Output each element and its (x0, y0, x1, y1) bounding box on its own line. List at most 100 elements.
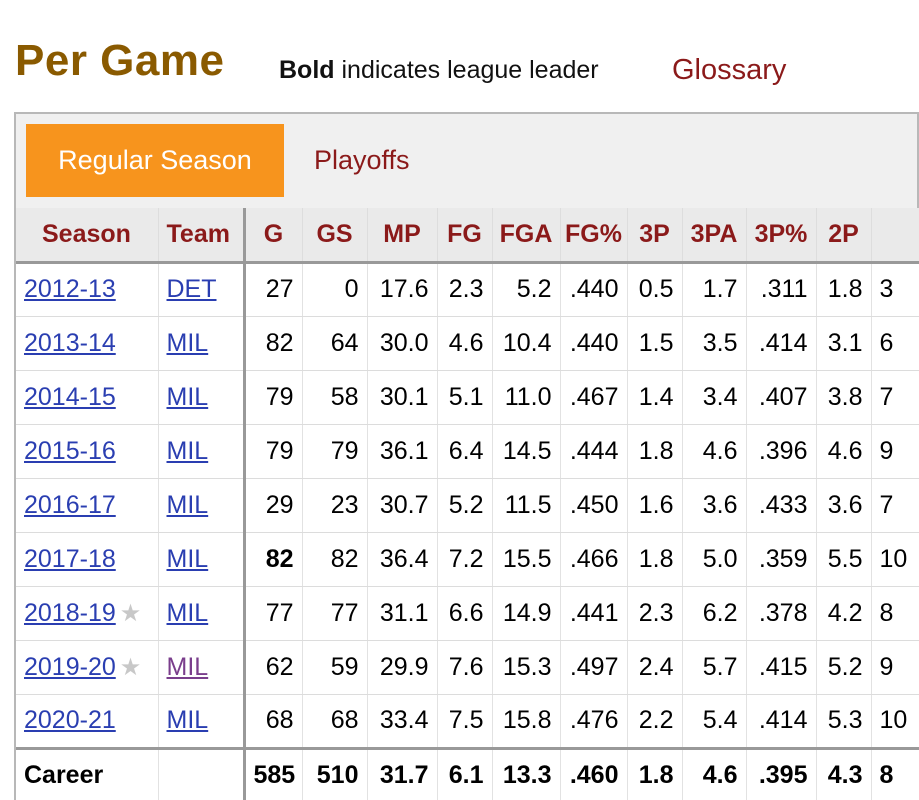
column-header-fg[interactable]: FG (437, 208, 493, 264)
stat-cell-tpa: 5.0 (682, 532, 747, 587)
column-header-3p-pct[interactable]: 3P% (746, 208, 817, 264)
season-link[interactable]: 2015-16 (24, 436, 116, 465)
stat-cell-g: 62 (244, 640, 303, 695)
team-cell: DET (158, 262, 246, 317)
team-cell: MIL (158, 586, 246, 641)
tab-regular-season[interactable]: Regular Season (26, 124, 284, 197)
note-bold-word: Bold (279, 56, 335, 84)
tab-playoffs[interactable]: Playoffs (314, 145, 410, 175)
team-link[interactable]: MIL (166, 544, 209, 573)
stat-cell-g: 68 (244, 694, 303, 749)
stat-cell-gs: 77 (302, 586, 368, 641)
stat-cell-mp: 36.4 (367, 532, 438, 587)
stat-cell-tpp: .396 (746, 424, 817, 479)
stat-cell-tp: 1.8 (627, 424, 683, 479)
note-text: indicates league leader (334, 56, 599, 84)
stat-cell-fga: 15.5 (492, 532, 561, 587)
stat-cell-twop: 3.8 (816, 370, 872, 425)
stat-cell-twopa: 7 (871, 478, 919, 533)
stat-cell-fgp: .440 (560, 262, 628, 317)
team-link[interactable]: MIL (166, 490, 209, 519)
stat-cell-fg: 2.3 (437, 262, 493, 317)
stat-cell-gs: 68 (302, 694, 368, 749)
stat-cell-fga: 15.3 (492, 640, 561, 695)
stat-cell-gs: 0 (302, 262, 368, 317)
career-totals-row: Career 585 510 31.7 6.1 13.3.460 1.8 4.6.395 4.3… (16, 746, 919, 800)
column-header-2p[interactable]: 2P (871, 208, 919, 264)
team-link[interactable]: MIL (166, 598, 209, 627)
season-cell: 2015-16 (16, 424, 159, 479)
team-link[interactable]: MIL (166, 436, 209, 465)
stat-cell-tpp: .414 (746, 316, 817, 371)
stat-cell-twop: 5.2 (816, 640, 872, 695)
season-cell: 2017-18 (16, 532, 159, 587)
stat-cell-twop: 4.6 (816, 424, 872, 479)
stat-cell-g: 82 (244, 532, 303, 587)
career-stat-fgp: .460 (560, 746, 628, 800)
stat-cell-tp: 1.4 (627, 370, 683, 425)
team-cell: MIL (158, 370, 246, 425)
table-row: 2017-18 MIL 82 82 36.4 7.2 15.5.466 1.8 5.0.359 5… (16, 532, 919, 587)
stat-cell-tpa: 6.2 (682, 586, 747, 641)
team-link[interactable]: DET (166, 275, 217, 303)
stat-cell-fgp: .497 (560, 640, 628, 695)
stat-cell-tpp: .415 (746, 640, 817, 695)
column-header-2p[interactable]: 2P (816, 208, 872, 264)
column-header-season[interactable]: Season (16, 208, 159, 264)
column-header-3p[interactable]: 3P (627, 208, 683, 264)
table-row: 2012-13 DET 27 0 17.6 2.3 5.2.440 0.5 1.7.311 1.8… (16, 262, 919, 317)
stat-cell-mp: 36.1 (367, 424, 438, 479)
season-cell: 2019-20 ★ (16, 640, 159, 695)
team-link[interactable]: MIL (166, 328, 209, 357)
stat-cell-fgp: .467 (560, 370, 628, 425)
stat-cell-mp: 31.1 (367, 586, 438, 641)
stat-cell-tpa: 3.4 (682, 370, 747, 425)
stat-cell-tpa: 5.4 (682, 694, 747, 749)
stat-cell-tpp: .378 (746, 586, 817, 641)
stat-cell-fga: 11.5 (492, 478, 561, 533)
stat-cell-tpa: 1.7 (682, 262, 747, 317)
stat-cell-fg: 7.6 (437, 640, 493, 695)
season-cell: 2016-17 (16, 478, 159, 533)
column-header-gs[interactable]: GS (302, 208, 368, 264)
stat-cell-fg: 5.1 (437, 370, 493, 425)
stat-cell-tp: 2.4 (627, 640, 683, 695)
stat-cell-fgp: .466 (560, 532, 628, 587)
column-header-mp[interactable]: MP (367, 208, 438, 264)
team-cell: MIL (158, 424, 246, 479)
column-header-fg-pct[interactable]: FG% (560, 208, 628, 264)
stat-cell-tpp: .414 (746, 694, 817, 749)
season-link[interactable]: 2017-18 (24, 544, 116, 573)
column-header-fga[interactable]: FGA (492, 208, 561, 264)
season-link[interactable]: 2013-14 (24, 328, 116, 357)
season-link[interactable]: 2019-20 (24, 652, 116, 681)
stat-cell-g: 79 (244, 424, 303, 479)
glossary-link[interactable]: Glossary (672, 54, 787, 86)
stat-cell-tp: 0.5 (627, 262, 683, 317)
stat-cell-tp: 1.5 (627, 316, 683, 371)
season-link[interactable]: 2016-17 (24, 490, 116, 519)
stat-cell-mp: 33.4 (367, 694, 438, 749)
career-stat-twopa: 8 (871, 746, 919, 800)
stat-cell-twop: 4.2 (816, 586, 872, 641)
all-star-icon: ★ (119, 599, 142, 627)
table-row: 2013-14 MIL 82 64 30.0 4.6 10.4.440 1.5 3.5.414 3… (16, 316, 919, 371)
team-link[interactable]: MIL (166, 382, 209, 411)
career-label: Career (16, 746, 159, 800)
season-link[interactable]: 2014-15 (24, 382, 116, 411)
season-link[interactable]: 2018-19 (24, 598, 116, 627)
team-link[interactable]: MIL (166, 706, 209, 734)
column-header-team[interactable]: Team (158, 208, 246, 264)
stat-cell-fg: 4.6 (437, 316, 493, 371)
column-header-g[interactable]: G (244, 208, 303, 264)
column-header-3pa[interactable]: 3PA (682, 208, 747, 264)
team-link[interactable]: MIL (166, 652, 209, 681)
table-row: 2020-21 MIL 68 68 33.4 7.5 15.8.476 2.2 5.4.414 5… (16, 694, 919, 749)
season-link[interactable]: 2012-13 (24, 275, 116, 303)
table-body: 2012-13 DET 27 0 17.6 2.3 5.2.440 0.5 1.7.311 1.8… (16, 262, 919, 800)
stat-cell-twopa: 3 (871, 262, 919, 317)
season-link[interactable]: 2020-21 (24, 706, 116, 734)
stat-cell-twop: 5.3 (816, 694, 872, 749)
